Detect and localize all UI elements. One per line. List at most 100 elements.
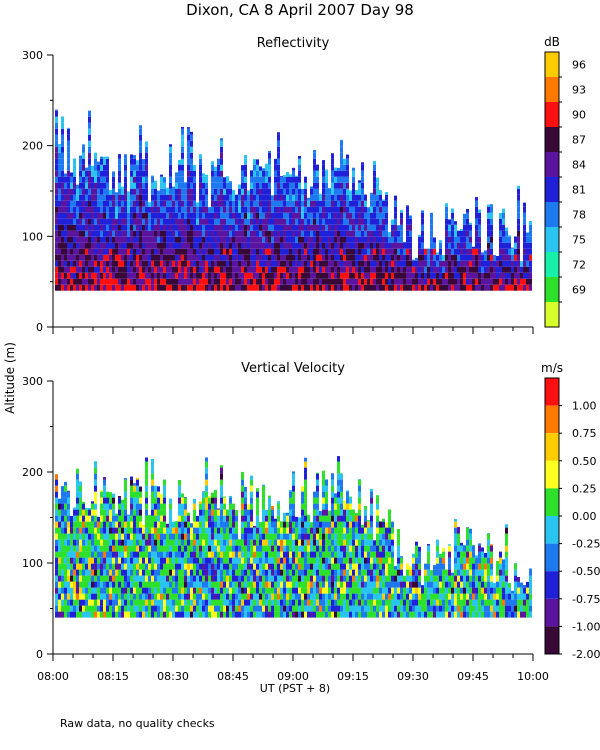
heatmap-cell: [160, 230, 163, 237]
heatmap-cell: [253, 581, 256, 588]
heatmap-cell: [256, 188, 259, 195]
heatmap-cell: [205, 599, 208, 606]
heatmap-cell: [148, 272, 151, 279]
heatmap-cell: [133, 278, 136, 285]
heatmap-cell: [139, 218, 142, 225]
heatmap-cell: [103, 200, 106, 207]
heatmap-cell: [70, 248, 73, 255]
heatmap-cell: [154, 551, 157, 558]
heatmap-cell: [466, 224, 469, 231]
heatmap-cell: [268, 150, 271, 153]
heatmap-cell: [310, 575, 313, 582]
heatmap-cell: [112, 497, 115, 504]
heatmap-cell: [340, 200, 343, 207]
heatmap-cell: [193, 284, 196, 291]
heatmap-cell: [196, 611, 199, 618]
heatmap-cell: [214, 194, 217, 201]
heatmap-cell: [94, 206, 97, 213]
heatmap-cell: [340, 587, 343, 594]
heatmap-cell: [274, 605, 277, 612]
heatmap-cell: [277, 278, 280, 285]
heatmap-cell: [232, 248, 235, 255]
heatmap-cell: [85, 218, 88, 225]
heatmap-cell: [460, 260, 463, 267]
heatmap-cell: [301, 188, 304, 195]
heatmap-cell: [349, 611, 352, 618]
heatmap-cell: [304, 467, 307, 474]
heatmap-cell: [154, 509, 157, 516]
heatmap-cell: [94, 158, 97, 165]
heatmap-cell: [358, 248, 361, 255]
heatmap-cell: [208, 611, 211, 618]
heatmap-cell: [379, 194, 382, 201]
heatmap-cell: [250, 194, 253, 201]
heatmap-cell: [262, 563, 265, 570]
heatmap-cell: [250, 605, 253, 612]
heatmap-cell: [292, 212, 295, 219]
heatmap-cell: [187, 521, 190, 528]
heatmap-cell: [115, 533, 118, 540]
heatmap-cell: [214, 557, 217, 564]
heatmap-cell: [73, 194, 76, 201]
heatmap-cell: [148, 587, 151, 594]
heatmap-cell: [211, 218, 214, 225]
heatmap-cell: [148, 515, 151, 522]
heatmap-cell: [361, 248, 364, 255]
heatmap-cell: [283, 533, 286, 540]
heatmap-cell: [175, 521, 178, 528]
heatmap-cell: [217, 563, 220, 570]
heatmap-cell: [292, 170, 295, 177]
heatmap-cell: [259, 587, 262, 594]
heatmap-cell: [388, 284, 391, 291]
heatmap-cell: [289, 569, 292, 576]
heatmap-cell: [190, 188, 193, 195]
heatmap-cell: [76, 521, 79, 528]
heatmap-cell: [70, 599, 73, 606]
heatmap-cell: [205, 182, 208, 189]
heatmap-cell: [220, 272, 223, 279]
heatmap-cell: [154, 485, 157, 492]
heatmap-cell: [148, 218, 151, 225]
heatmap-cell: [340, 581, 343, 588]
heatmap-cell: [253, 242, 256, 249]
heatmap-cell: [343, 545, 346, 552]
heatmap-cell: [331, 153, 334, 159]
heatmap-cell: [262, 168, 265, 171]
heatmap-cell: [370, 192, 373, 195]
heatmap-cell: [256, 170, 259, 177]
heatmap-cell: [322, 272, 325, 279]
heatmap-cell: [298, 539, 301, 546]
heatmap-cell: [370, 194, 373, 201]
heatmap-cell: [268, 495, 271, 498]
heatmap-cell: [322, 248, 325, 255]
heatmap-cell: [259, 166, 262, 171]
heatmap-cell: [439, 254, 442, 261]
heatmap-cell: [250, 176, 253, 183]
heatmap-cell: [145, 563, 148, 570]
heatmap-cell: [403, 272, 406, 279]
heatmap-cell: [55, 110, 58, 117]
heatmap-cell: [154, 278, 157, 285]
heatmap-cell: [238, 242, 241, 249]
heatmap-cell: [313, 569, 316, 576]
heatmap-cell: [139, 545, 142, 552]
heatmap-cell: [250, 563, 253, 570]
heatmap-cell: [202, 284, 205, 291]
heatmap-cell: [220, 170, 223, 177]
heatmap-cell: [322, 527, 325, 534]
heatmap-cell: [340, 212, 343, 219]
heatmap-cell: [454, 260, 457, 267]
heatmap-cell: [208, 212, 211, 219]
heatmap-cell: [220, 230, 223, 237]
heatmap-cell: [181, 140, 184, 147]
heatmap-cell: [196, 545, 199, 552]
heatmap-cell: [187, 134, 190, 141]
heatmap-cell: [103, 260, 106, 267]
heatmap-cell: [202, 605, 205, 612]
heatmap-cell: [181, 551, 184, 558]
heatmap-cell: [103, 515, 106, 522]
heatmap-cell: [124, 200, 127, 207]
heatmap-cell: [172, 527, 175, 534]
heatmap-cell: [88, 218, 91, 225]
heatmap-cell: [148, 236, 151, 243]
